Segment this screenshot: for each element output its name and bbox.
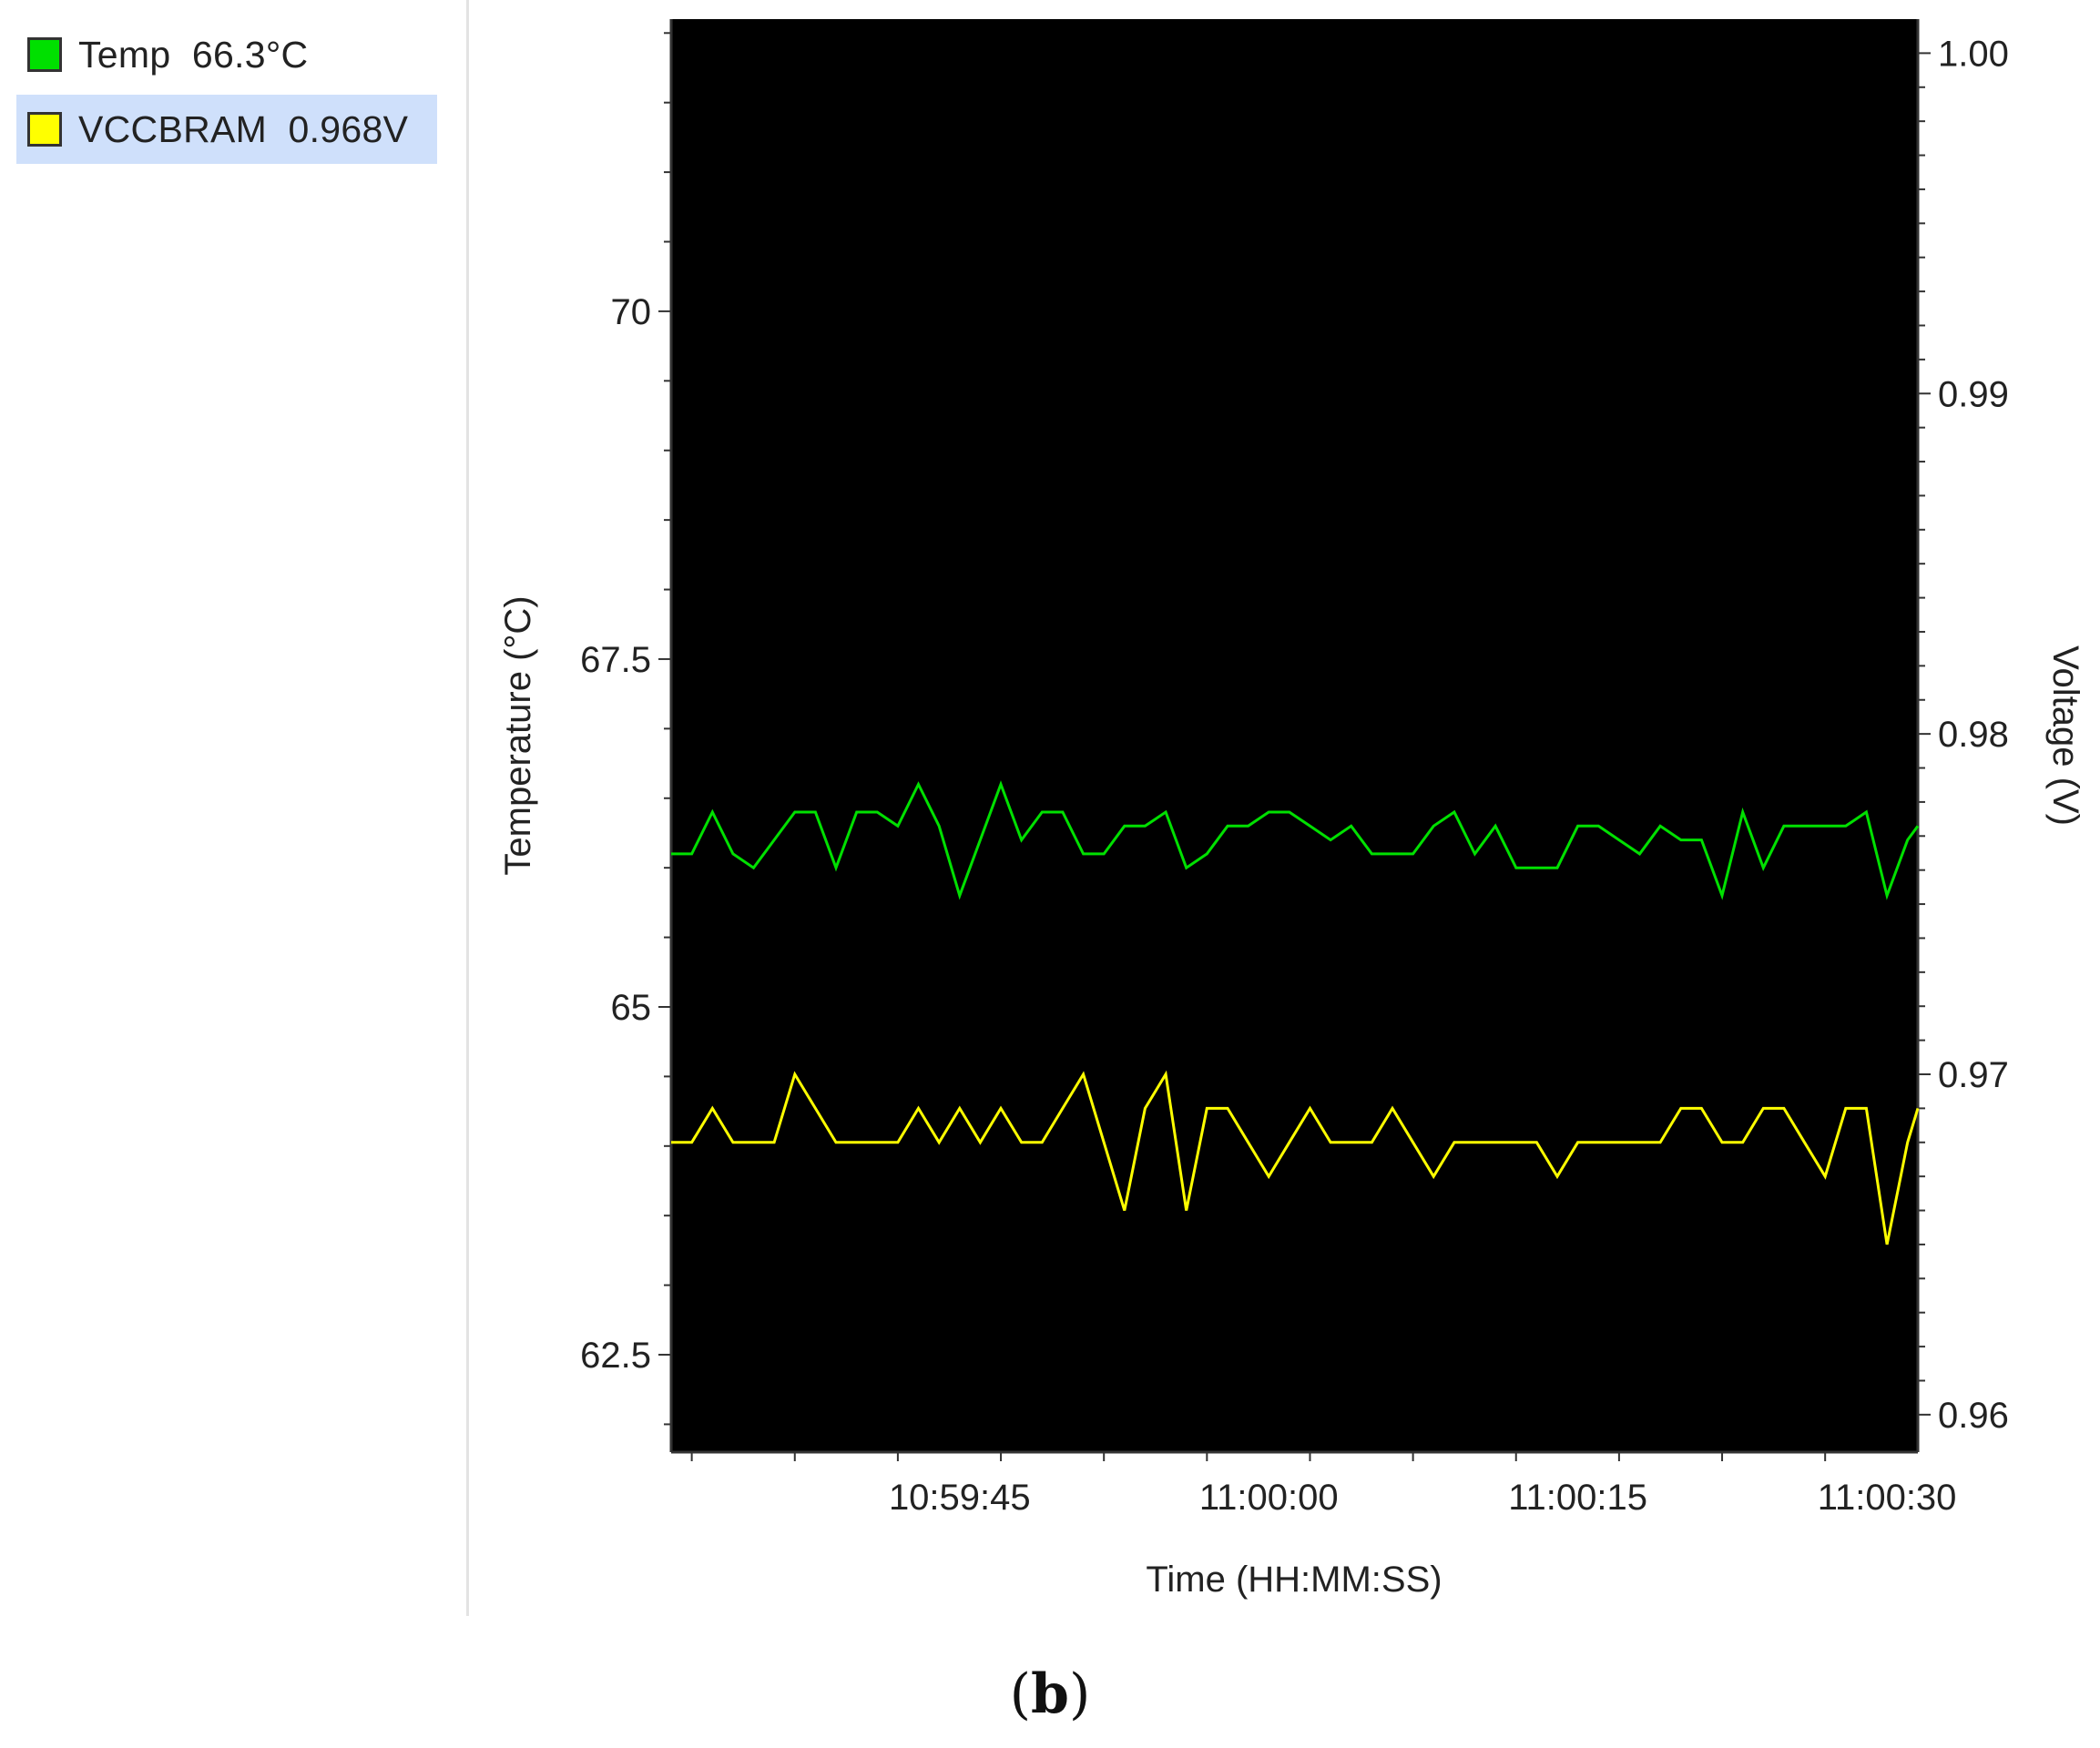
right-tick-label: 0.99 [1938,374,2009,414]
legend-item-vccbram[interactable]: VCCBRAM 0.968V [16,95,437,164]
left-tick-label: 67.5 [580,640,651,680]
x-axis: 10:59:45 11:00:00 11:00:15 11:00:30 [671,1450,1957,1518]
legend-swatch-vccbram [27,112,62,147]
right-tick-label: 0.98 [1938,715,2009,755]
series-line-temp [671,780,1920,900]
left-tick-label: 70 [611,292,652,332]
x-tick-label: 11:00:30 [1818,1478,1957,1518]
right-y-axis-title: Voltage (V) [2045,645,2085,826]
right-y-axis: 0.96 0.97 0.98 0.99 1.00 [1916,19,2009,1452]
caption-open-paren: ( [1009,1662,1032,1726]
x-axis-title: Time (HH:MM:SS) [1146,1560,1442,1600]
left-tick-label: 65 [611,988,652,1028]
left-y-axis-title: Temperature (°C) [498,595,538,875]
right-tick-label: 0.96 [1938,1396,2009,1436]
caption-letter: b [1031,1662,1069,1726]
legend-item-temp[interactable]: Temp 66.3°C [16,20,437,89]
x-tick-label: 10:59:45 [889,1478,1031,1518]
legend-swatch-temp [27,37,62,72]
figure-caption: (b) [0,1662,2100,1726]
legend-label-temp: Temp 66.3°C [78,33,309,76]
series-line-vccbram [671,1070,1920,1245]
left-tick-label: 62.5 [580,1336,651,1376]
left-y-axis: 62.5 65 67.5 70 [580,19,673,1452]
x-tick-label: 11:00:00 [1199,1478,1339,1518]
caption-close-paren: ) [1068,1662,1091,1726]
series-layer [671,780,1920,1245]
right-tick-label: 1.00 [1938,34,2009,74]
chart-area: 62.5 65 67.5 70 0.96 0.97 0.98 0.99 1.00 10:59:… [498,19,2085,1600]
legend-panel: Temp 66.3°C VCCBRAM 0.968V [0,0,469,1616]
legend-label-vccbram: VCCBRAM 0.968V [78,107,409,150]
right-tick-label: 0.97 [1938,1055,2009,1095]
x-tick-label: 11:00:15 [1508,1478,1647,1518]
plot-background [671,19,1918,1452]
